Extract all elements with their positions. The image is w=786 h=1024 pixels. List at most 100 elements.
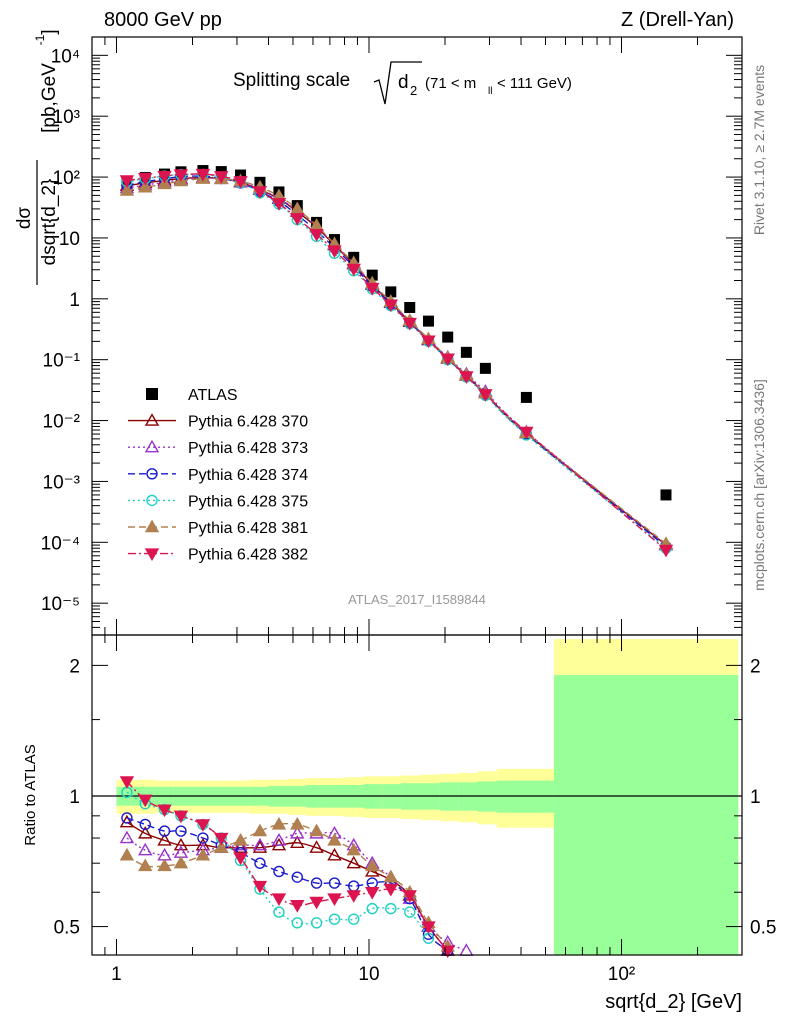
title-range-sub: ll bbox=[488, 86, 492, 97]
ratio-series-point bbox=[121, 812, 133, 824]
energy-label: 8000 GeV pp bbox=[104, 9, 222, 31]
main-y-tick-label: 10³ bbox=[53, 107, 80, 128]
title-range-right: < 111 GeV) bbox=[497, 75, 572, 92]
ratio-series-point bbox=[273, 906, 285, 918]
ratio-series-point bbox=[233, 832, 248, 846]
title-var-sub: 2 bbox=[410, 83, 417, 98]
legend-marker bbox=[144, 519, 160, 533]
atlas-data-point bbox=[660, 489, 672, 501]
x-tick-label: 10² bbox=[608, 964, 635, 985]
ylabel-denominator: dsqrt{d_2} bbox=[39, 179, 60, 266]
ratio-series-point bbox=[309, 840, 324, 853]
legend-label: Pythia 6.428 374 bbox=[188, 467, 308, 484]
ratio-y-axis-label: Ratio to ATLAS bbox=[22, 744, 39, 845]
x-tick-label: 1 bbox=[111, 964, 122, 985]
title-var: d bbox=[398, 72, 409, 93]
main-plot: 10⁻⁵ 10⁻⁴ 10⁻³ 10⁻² 10⁻¹ 1 10 10² 10³ 10⁴ Splitti… bbox=[14, 29, 743, 636]
title-range-left: (71 < m bbox=[425, 75, 476, 92]
series-line bbox=[126, 173, 667, 549]
ratio-series-point bbox=[119, 776, 135, 789]
series-point bbox=[138, 179, 153, 193]
ratio-series-point bbox=[346, 842, 361, 856]
ratio-series-point bbox=[383, 869, 399, 883]
ylabel-numerator: dσ bbox=[14, 207, 35, 230]
ylabel-units-close: ] bbox=[39, 29, 60, 34]
ratio-series-point bbox=[346, 855, 361, 869]
series-line bbox=[126, 177, 667, 545]
series-pythia-6-428-381 bbox=[119, 171, 674, 549]
main-plot-frame bbox=[91, 36, 743, 636]
series-line bbox=[126, 176, 667, 546]
ratio-series-point bbox=[214, 840, 229, 853]
title-prefix: Splitting scale bbox=[233, 70, 350, 91]
uncertainty-band-inner bbox=[496, 780, 554, 813]
legend-marker bbox=[146, 468, 158, 480]
legend-item: ATLAS bbox=[146, 387, 238, 404]
x-tick-label: 10 bbox=[358, 964, 379, 985]
ratio-y-tick-label-right: 2 bbox=[750, 656, 761, 677]
ratio-series-point bbox=[233, 840, 248, 853]
legend-marker bbox=[146, 494, 158, 507]
series-point bbox=[383, 299, 399, 313]
ratio-series-point bbox=[119, 847, 135, 861]
series-point bbox=[138, 172, 153, 186]
ratio-series-point bbox=[138, 794, 153, 808]
main-y-tick-label: 10⁻² bbox=[43, 412, 81, 433]
ratio-series-p374 bbox=[121, 812, 454, 957]
series-point bbox=[519, 426, 534, 440]
ratio-series-point bbox=[402, 890, 417, 903]
ratio-series-point bbox=[291, 871, 303, 883]
legend-item: Pythia 6.428 374 bbox=[128, 467, 308, 484]
ratio-plot: 1 10 10² 0.5 0.5 1 1 2 2 Ratio to ATLAS sqrt{d_2… bbox=[22, 634, 776, 1013]
ratio-series-point bbox=[310, 917, 323, 929]
ylabel-units: [pb,GeV bbox=[39, 63, 60, 133]
ratio-series-p375 bbox=[121, 786, 435, 944]
ratio-series-point bbox=[119, 830, 135, 844]
legend-item: Pythia 6.428 375 bbox=[128, 493, 308, 510]
ratio-series-point bbox=[290, 816, 305, 830]
ratio-series-point bbox=[214, 832, 229, 846]
ratio-series-point bbox=[365, 887, 380, 900]
ratio-series-point bbox=[327, 847, 342, 861]
sqrt-symbol bbox=[373, 61, 422, 105]
ratio-series-point bbox=[173, 845, 189, 858]
series-point bbox=[233, 176, 248, 189]
series-point bbox=[365, 282, 380, 296]
ratio-series-point bbox=[309, 896, 324, 910]
ratio-series-point bbox=[385, 902, 397, 915]
series-point bbox=[119, 175, 135, 188]
ratio-series-point bbox=[459, 943, 474, 956]
legend-label: Pythia 6.428 382 bbox=[188, 547, 308, 564]
plot-title: Splitting scale d 2 (71 < m ll < 111 GeV… bbox=[233, 61, 572, 105]
ratio-series-point bbox=[271, 816, 287, 830]
ratio-series-point bbox=[346, 890, 361, 903]
ratio-series-point bbox=[310, 877, 323, 889]
ratio-series-point bbox=[173, 810, 189, 824]
ratio-y-tick-label: 0.5 bbox=[54, 918, 80, 939]
ratio-series-p381 bbox=[119, 816, 455, 952]
series-point bbox=[290, 213, 305, 226]
legend-label: ATLAS bbox=[188, 387, 238, 404]
ratio-series-p382 bbox=[119, 776, 455, 959]
main-y-tick-label: 10⁻¹ bbox=[43, 351, 81, 372]
ratio-series-point bbox=[173, 855, 189, 869]
atlas-data-point bbox=[422, 315, 434, 327]
ratio-series-point bbox=[139, 818, 151, 831]
ratio-series-point bbox=[290, 900, 305, 913]
legend-item: Pythia 6.428 373 bbox=[128, 439, 308, 457]
ratio-y-tick-label-right: 0.5 bbox=[750, 918, 776, 939]
legend-item: Pythia 6.428 370 bbox=[128, 413, 308, 431]
legend-marker bbox=[146, 388, 158, 400]
atlas-data-point bbox=[385, 286, 397, 298]
ratio-series-point bbox=[138, 825, 153, 839]
ratio-series-point bbox=[195, 847, 211, 861]
series-point bbox=[459, 371, 474, 384]
atlas-data-point bbox=[460, 346, 472, 358]
ratio-series-point bbox=[197, 832, 209, 844]
main-y-tick-label: 10⁻⁵ bbox=[41, 594, 80, 615]
series-point bbox=[478, 389, 493, 402]
series-point bbox=[327, 245, 342, 258]
main-y-tick-label: 10⁻³ bbox=[43, 472, 81, 493]
ratio-plot-frame bbox=[91, 634, 743, 956]
